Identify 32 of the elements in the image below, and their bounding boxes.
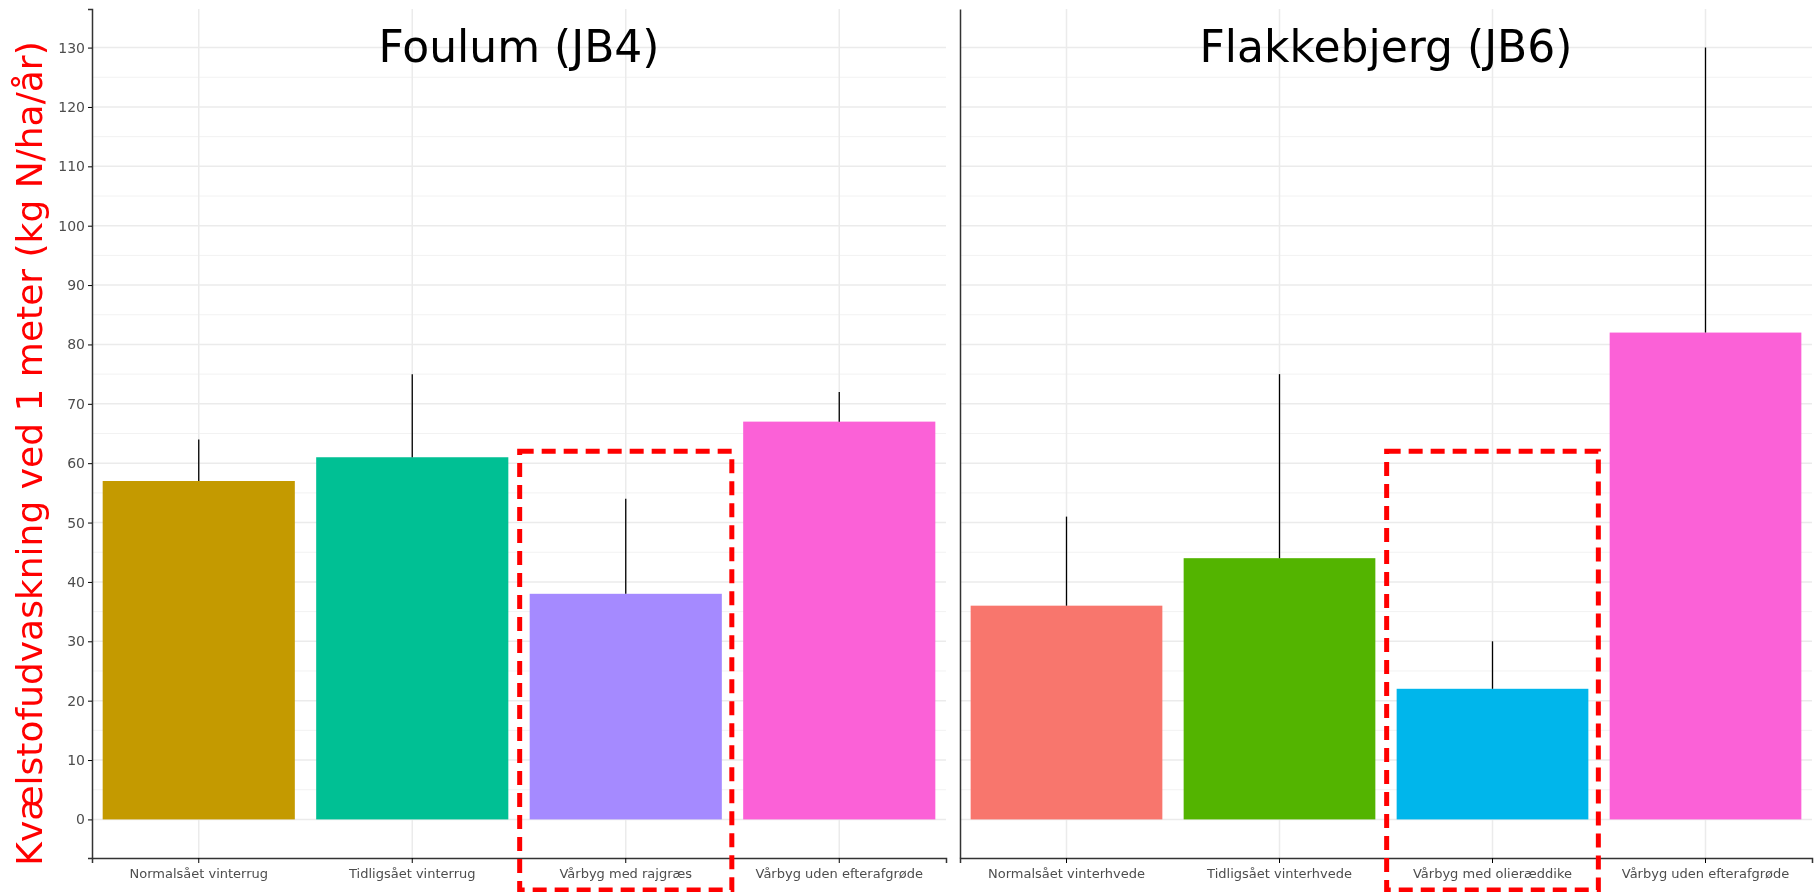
chart-title: Foulum (JB4) [378,21,660,72]
y-tick-label: 60 [67,455,85,472]
y-tick-label: 40 [67,573,85,590]
y-tick-label: 0 [76,811,85,828]
bar [970,605,1163,820]
bar [1183,558,1376,820]
chart-title: Flakkebjerg (JB6) [1199,21,1573,72]
y-tick-label: 10 [67,752,85,769]
y-tick-label: 120 [58,98,85,115]
x-tick-label: Tidligsået vinterhvede [1206,865,1352,881]
bar [1396,688,1589,820]
y-tick-label: 90 [67,277,85,294]
y-tick-label: 70 [67,395,85,412]
x-tick-label: Vårbyg uden efterafgrøde [1621,865,1790,881]
bar [1609,332,1802,820]
x-tick-label: Vårbyg uden efterafgrøde [755,865,924,881]
x-tick-label: Vårbyg med rajgræs [559,865,693,881]
y-tick-label: 30 [67,633,85,650]
x-tick-label: Vårbyg med olieræddike [1412,865,1573,881]
y-tick-label: 50 [67,514,85,531]
x-tick-label: Normalsået vinterhvede [988,865,1145,881]
y-tick-label: 130 [58,39,85,56]
bar [743,421,936,820]
y-axis-title: Kvælstofudvaskning ved 1 meter (kg N/ha/år) [9,41,50,866]
y-tick-label: 100 [58,217,85,234]
bar [102,481,295,820]
y-tick-label: 80 [67,336,85,353]
x-tick-label: Normalsået vinterrug [129,865,269,881]
bar [316,457,509,820]
y-tick-label: 20 [67,692,85,709]
y-tick-label: 110 [58,158,85,175]
x-tick-label: Tidligsået vinterrug [348,865,476,881]
